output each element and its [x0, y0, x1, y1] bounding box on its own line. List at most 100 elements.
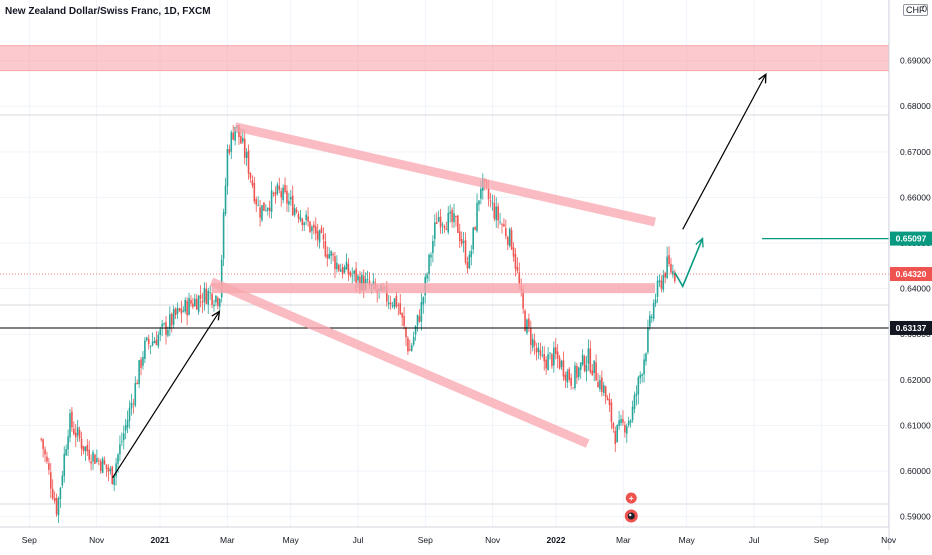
candle-body: [74, 432, 77, 438]
candle-body: [297, 213, 300, 219]
candle-body: [593, 360, 595, 374]
candle-body: [234, 126, 236, 141]
candle-body: [401, 312, 403, 318]
candle-body: [176, 307, 179, 314]
candle-body: [228, 149, 231, 153]
candle-body: [395, 295, 398, 307]
candle-body: [84, 446, 87, 452]
candle-body: [251, 180, 254, 186]
candle-body: [453, 213, 455, 223]
candle-body: [174, 308, 177, 316]
candle-body: [280, 191, 282, 198]
candle-body: [147, 338, 150, 345]
candle-body: [441, 224, 444, 226]
price-label: 0.64320: [896, 269, 927, 279]
candle-body: [305, 214, 307, 220]
candle-body: [387, 302, 390, 305]
candle-body: [270, 190, 273, 212]
candle-body: [595, 362, 597, 381]
candle-body: [468, 254, 471, 269]
candle-body: [313, 224, 315, 228]
x-tick-label: Sep: [814, 535, 829, 545]
candle-body: [132, 403, 135, 405]
candle-body: [497, 206, 499, 221]
candle-body: [526, 319, 528, 334]
price-label: 0.63137: [896, 323, 927, 333]
price-label: 0.65097: [896, 234, 927, 244]
candle-body: [606, 397, 609, 401]
candle-body: [495, 206, 498, 221]
x-tick-label: May: [679, 535, 696, 545]
candle-body: [610, 402, 613, 423]
candle-body: [334, 256, 336, 270]
candle-body: [167, 329, 169, 336]
candle-body: [457, 215, 459, 233]
candle-body: [134, 382, 137, 406]
x-tick-label: Mar: [220, 535, 235, 545]
candle-body: [311, 226, 313, 232]
channel-upper-line: [234, 122, 656, 227]
candle-body: [247, 150, 250, 174]
candle-body: [124, 425, 127, 431]
candle-body: [67, 436, 69, 450]
candle-body: [94, 454, 96, 464]
currency-badge[interactable]: CHF: [903, 4, 928, 16]
candle-body: [99, 461, 102, 471]
candle-body: [205, 288, 208, 304]
candle-body: [434, 222, 436, 239]
candle-body: [578, 367, 580, 377]
candle-body: [604, 386, 607, 398]
candle-body: [414, 326, 417, 335]
candle-body: [587, 348, 590, 364]
event-markers[interactable]: +: [624, 492, 638, 523]
candle-body: [115, 463, 117, 477]
candle-body: [322, 234, 325, 240]
candle-body: [478, 200, 480, 205]
candle-body: [585, 365, 588, 372]
price-label-box: [890, 267, 932, 282]
candle-body: [556, 351, 559, 359]
candle-body: [361, 274, 363, 291]
candle-body: [286, 190, 288, 204]
candle-body: [211, 293, 213, 305]
candle-body: [209, 292, 211, 294]
channel-lower-line: [209, 277, 590, 448]
dividend-marker-center: [627, 512, 635, 520]
candle-body: [410, 345, 413, 351]
candle-body: [389, 302, 392, 305]
candle-body: [274, 192, 277, 196]
candle-body: [318, 230, 321, 243]
candle-body: [288, 200, 290, 205]
candle-body: [307, 216, 309, 222]
candle-body: [608, 399, 611, 406]
candle-body: [263, 202, 265, 211]
candle-body: [554, 347, 557, 354]
candle-body: [629, 420, 632, 423]
candle-body: [215, 295, 217, 303]
candle-body: [616, 425, 618, 443]
candle-body: [664, 272, 666, 278]
candle-body: [82, 445, 85, 451]
candle-body: [501, 224, 503, 226]
candle-body: [290, 197, 292, 200]
candle-body: [472, 227, 474, 250]
candle-body: [647, 327, 649, 353]
candle-body: [103, 460, 106, 464]
candle-body: [512, 247, 515, 257]
candle-body: [182, 310, 185, 312]
candle-body: [324, 241, 327, 257]
candle-body: [491, 202, 494, 204]
candle-body: [53, 498, 56, 501]
event-marker-icon[interactable]: [625, 492, 637, 504]
candle-body: [224, 185, 227, 214]
candle-body: [105, 464, 108, 470]
price-label-box: [890, 320, 932, 335]
x-tick-label: Jul: [749, 535, 760, 545]
candle-body: [466, 262, 469, 269]
candle-body: [266, 208, 269, 211]
candle-body: [232, 132, 234, 140]
candles: [40, 124, 676, 524]
candle-body: [276, 184, 279, 194]
